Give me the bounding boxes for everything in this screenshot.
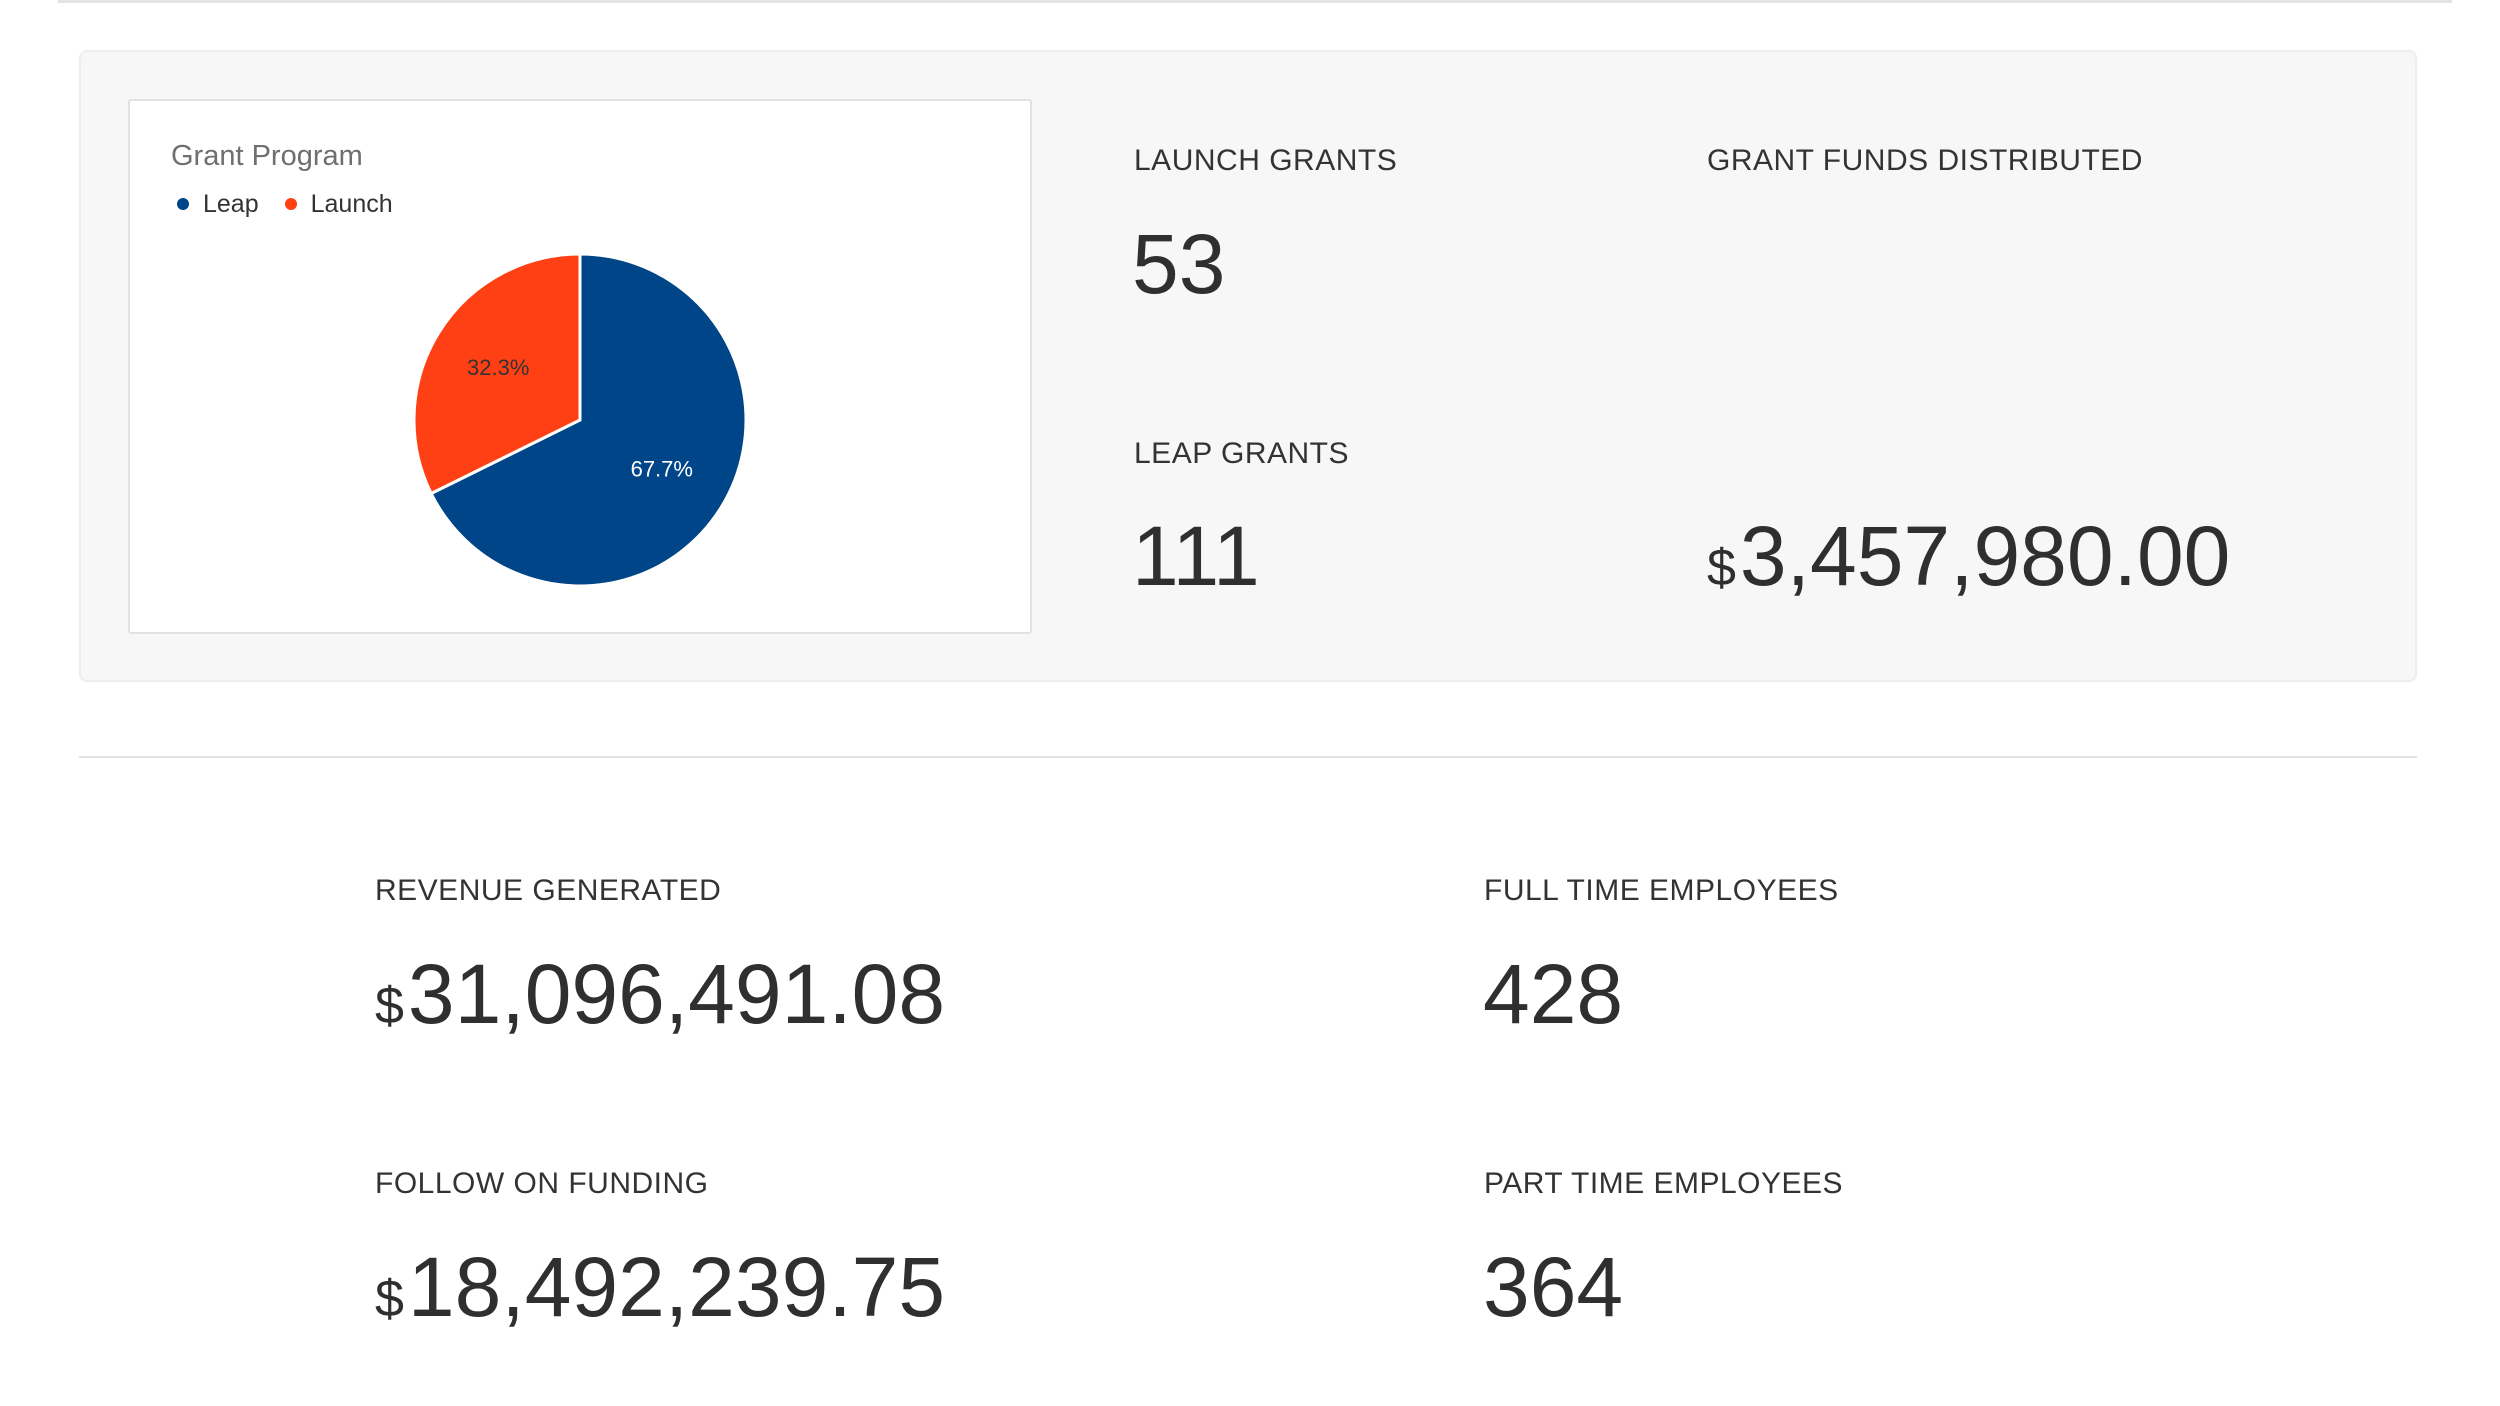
grant-funds-value: $3,457,980.00 [1707,508,2230,616]
full-time-employees-label: FULL TIME EMPLOYEES [1484,874,1839,907]
follow-on-currency: $ [375,1270,404,1328]
revenue-amount: 31,096,491.08 [407,947,946,1041]
legend-label-leap: Leap [203,189,259,218]
legend-dot-leap [177,198,189,210]
part-time-employees-value: 364 [1483,1240,1624,1334]
top-divider [58,0,2452,3]
grant-funds-amount: 3,457,980.00 [1739,509,2231,603]
grant-funds-label: GRANT FUNDS DISTRIBUTED [1707,144,2143,177]
pie-label-leap: 67.7% [631,457,693,482]
leap-grants-value: 111 [1132,509,1260,603]
legend-label-launch: Launch [310,189,393,218]
revenue-generated-label: REVENUE GENERATED [375,874,722,907]
pie-label-launch: 32.3% [467,355,529,380]
legend-item-leap[interactable]: Leap [177,190,259,219]
section-divider [79,756,2417,758]
part-time-employees-label: PART TIME EMPLOYEES [1484,1167,1844,1200]
pie-slice-leap[interactable] [429,252,748,588]
follow-on-funding-value: $18,492,239.75 [375,1239,945,1347]
chart-legend: Leap Launch [177,187,393,221]
launch-grants-label: LAUNCH GRANTS [1134,144,1398,177]
revenue-currency: $ [375,977,404,1035]
leap-grants-label: LEAP GRANTS [1134,437,1350,470]
grant-funds-currency: $ [1707,539,1736,597]
legend-item-launch[interactable]: Launch [284,189,393,219]
legend-dot-launch [284,198,297,210]
revenue-generated-value: $31,096,491.08 [375,946,945,1054]
pie-slice-launch[interactable] [412,252,582,496]
launch-grants-value: 53 [1132,217,1226,311]
follow-on-amount: 18,492,239.75 [407,1240,946,1334]
chart-title: Grant Program [171,140,363,172]
grant-program-pie-chart: 67.7% 32.3% [412,252,748,588]
follow-on-funding-label: FOLLOW ON FUNDING [375,1167,709,1200]
full-time-employees-value: 428 [1483,947,1624,1041]
